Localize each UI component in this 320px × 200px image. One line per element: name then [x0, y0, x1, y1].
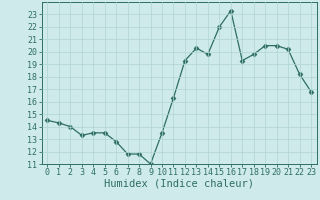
X-axis label: Humidex (Indice chaleur): Humidex (Indice chaleur): [104, 179, 254, 189]
